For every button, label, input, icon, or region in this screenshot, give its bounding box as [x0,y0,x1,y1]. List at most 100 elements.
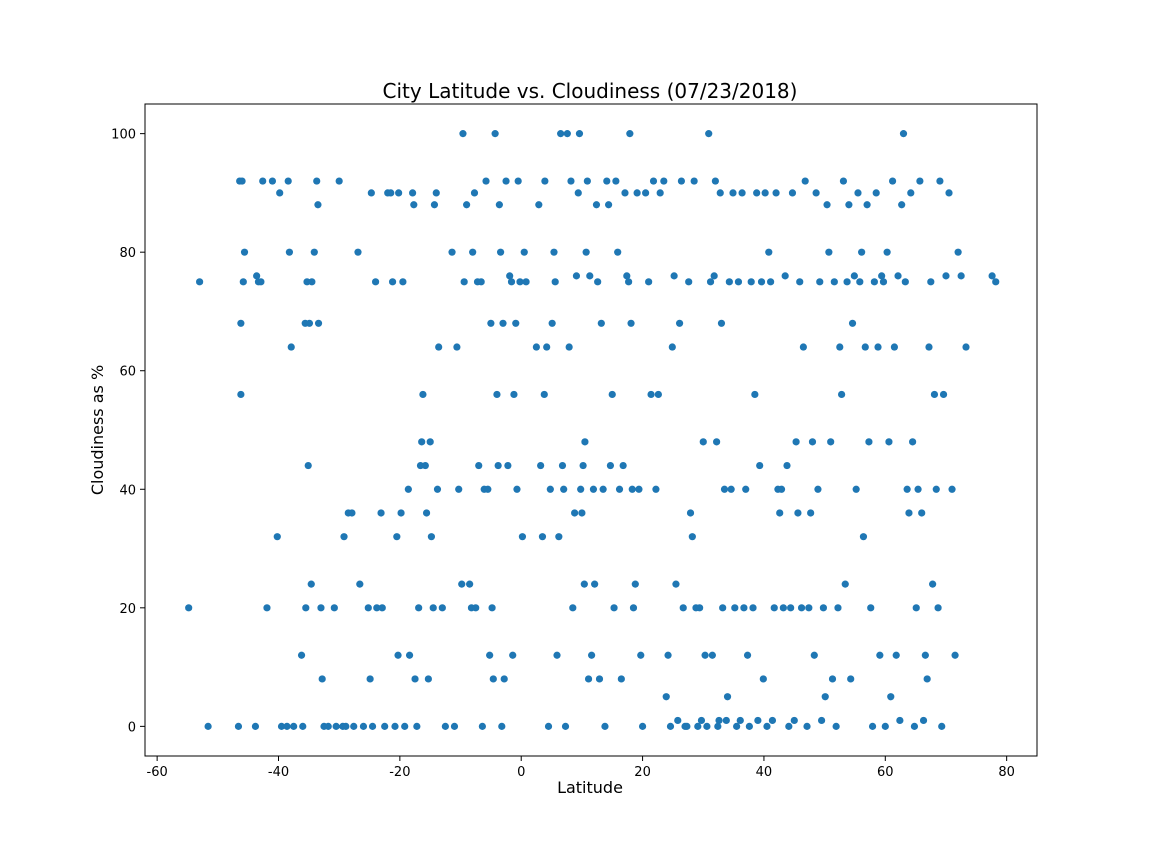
data-point [340,533,348,541]
data-point [354,248,362,256]
data-point [715,716,723,725]
data-point [753,189,761,197]
data-point [314,201,322,209]
data-point [874,343,882,351]
data-point [555,533,563,541]
data-point [881,722,889,730]
data-point [847,675,855,683]
data-point [722,716,730,725]
data-point [310,248,318,256]
data-point [614,248,622,256]
y-tick-label: 60 [119,365,136,380]
data-point [520,248,528,256]
data-point [251,722,260,730]
data-point [788,189,797,197]
data-point [366,675,374,683]
y-tick-label: 100 [111,128,136,143]
data-point [666,722,675,730]
data-point [368,722,377,730]
data-point [518,533,527,541]
data-point [708,651,716,659]
data-point [419,390,427,399]
data-point [277,722,286,730]
data-point [484,485,492,493]
data-point [747,278,755,286]
data-point [558,461,567,470]
data-point [812,189,820,197]
data-point [435,343,443,351]
data-point [589,485,598,493]
data-point [574,189,582,197]
x-tick-label: 40 [756,765,773,780]
data-point [916,177,924,185]
data-point [717,319,726,327]
data-point [923,675,931,683]
data-point [299,722,307,730]
data-point [887,693,895,701]
data-point [373,604,381,612]
data-point [803,722,811,730]
x-axis-ticks: -60 -40 -20 0 20 40 60 80 [147,756,1015,780]
data-point [805,604,813,612]
data-point [364,604,372,612]
data-point [561,722,570,730]
data-point [415,604,423,612]
data-point [859,533,868,541]
data-point [719,604,727,612]
data-point [637,651,645,659]
data-point [237,319,245,327]
data-point [761,189,769,197]
data-point [768,716,777,725]
data-point [954,248,962,256]
data-point [759,675,767,683]
data-point [792,438,800,446]
data-point [930,390,939,399]
data-point [909,438,917,446]
data-point [740,604,748,612]
data-point [876,651,884,659]
data-point [765,248,773,256]
data-point [656,189,664,197]
data-point [387,189,395,197]
data-point [512,319,520,327]
data-point [448,248,456,256]
data-point [649,177,658,185]
data-point [957,272,965,280]
data-point [621,189,629,197]
data-point [273,533,281,541]
data-point [581,438,589,446]
data-point [642,189,650,197]
data-point [535,201,543,209]
data-point [502,177,510,185]
data-point [801,177,809,185]
data-point [901,278,909,286]
data-point [487,319,495,327]
data-point [628,485,636,493]
data-point [696,604,704,612]
data-point [582,248,590,256]
data-point [391,722,399,730]
data-point [785,722,793,730]
data-point [418,438,426,446]
data-point [268,177,277,185]
data-point [675,319,684,327]
data-point [356,580,364,588]
data-point [929,580,937,588]
data-point [858,248,866,256]
data-point [595,675,604,683]
data-point [662,693,670,701]
data-point [767,278,775,286]
data-point [430,201,439,209]
data-point [237,390,245,399]
data-point [377,509,385,517]
data-point [450,722,459,730]
chart-title: City Latitude vs. Cloudiness (07/23/2018… [383,79,798,103]
data-point [710,272,718,280]
data-point [302,604,310,612]
data-point [888,177,897,185]
data-point [196,278,204,286]
data-point [318,675,326,683]
data-point [938,722,946,730]
data-point [910,722,919,730]
